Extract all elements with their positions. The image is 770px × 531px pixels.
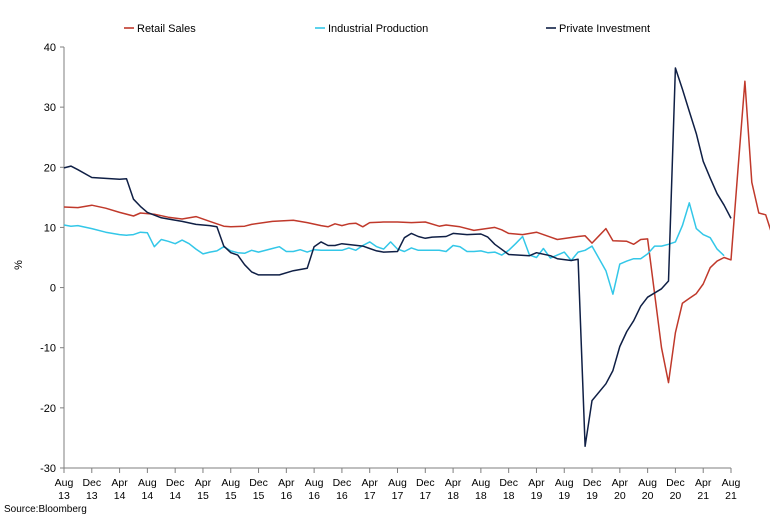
y-tick-label: 40 [44,42,56,54]
x-tick-label-month: Dec [583,477,602,489]
x-tick-label-month: Apr [362,477,379,489]
x-tick-label-year: 16 [336,490,348,502]
x-tick-label-month: Dec [666,477,685,489]
y-axis-label: % [13,260,25,270]
x-tick-label-month: Aug [305,477,324,489]
legend: Retail Sales Industrial Production Priva… [124,23,650,35]
y-tick-label: 10 [44,222,56,234]
x-tick-label-year: 16 [308,490,320,502]
y-tick-label: -10 [40,343,56,355]
x-tick-label-year: 17 [364,490,376,502]
x-tick-label-month: Dec [166,477,185,489]
x-tick-label-year: 16 [280,490,292,502]
x-tick-label-month: Apr [695,477,712,489]
x-tick-label-year: 14 [142,490,154,502]
x-tick-label-month: Aug [722,477,741,489]
x-tick-label-year: 14 [169,490,181,502]
x-tick-label-month: Aug [472,477,491,489]
x-tick-label-year: 18 [447,490,459,502]
x-tick-label-month: Aug [388,477,407,489]
legend-item-industrial-production: Industrial Production [315,23,428,35]
y-tick-label: -30 [40,463,56,475]
x-tick-label-month: Dec [249,477,268,489]
x-tick-label-month: Aug [555,477,574,489]
series-line-industrial-production [63,202,725,295]
x-axis: Aug13Dec13Apr14Aug14Dec14Apr15Aug15Dec15… [55,467,741,502]
x-tick-label-month: Aug [138,477,157,489]
series-layer [63,67,770,448]
x-tick-label-month: Dec [499,477,518,489]
x-tick-label-year: 18 [503,490,515,502]
x-tick-label-year: 19 [531,490,543,502]
x-tick-label-month: Dec [82,477,101,489]
x-tick-label-year: 15 [225,490,237,502]
x-tick-label-month: Apr [195,477,212,489]
x-tick-label-year: 19 [558,490,570,502]
x-tick-label-year: 19 [586,490,598,502]
x-tick-label-year: 18 [475,490,487,502]
x-tick-label-year: 15 [253,490,265,502]
x-tick-label-year: 17 [392,490,404,502]
x-tick-label-month: Apr [445,477,462,489]
x-tick-label-month: Aug [638,477,657,489]
x-tick-label-year: 21 [697,490,709,502]
y-axis: -30 -20 -10 0 10 20 30 40 [40,42,65,475]
legend-label-retail-sales: Retail Sales [137,23,196,35]
x-tick-label-month: Apr [528,477,545,489]
x-tick-label-month: Aug [55,477,74,489]
source-note: Source:Bloomberg [4,504,87,515]
x-tick-label-year: 13 [58,490,70,502]
legend-item-private-investment: Private Investment [546,23,650,35]
y-tick-label: 20 [44,162,56,174]
x-tick-label-month: Aug [221,477,240,489]
x-tick-label-year: 20 [642,490,654,502]
x-tick-label-year: 17 [419,490,431,502]
x-tick-label-year: 20 [670,490,682,502]
x-tick-label-year: 15 [197,490,209,502]
x-tick-label-month: Dec [333,477,352,489]
x-tick-label-month: Apr [612,477,629,489]
x-tick-label-year: 20 [614,490,626,502]
legend-label-industrial-production: Industrial Production [328,23,428,35]
y-tick-label: 0 [50,283,56,295]
x-tick-label-month: Dec [416,477,435,489]
x-tick-label-year: 14 [114,490,126,502]
x-tick-label-year: 21 [725,490,737,502]
x-tick-label-year: 13 [86,490,98,502]
series-line-retail-sales [63,80,770,384]
y-tick-label: 30 [44,102,56,114]
y-tick-label: -20 [40,403,56,415]
legend-label-private-investment: Private Investment [559,23,650,35]
legend-item-retail-sales: Retail Sales [124,23,196,35]
x-tick-label-month: Apr [111,477,128,489]
series-line-private-investment [63,67,732,448]
x-tick-label-month: Apr [278,477,295,489]
